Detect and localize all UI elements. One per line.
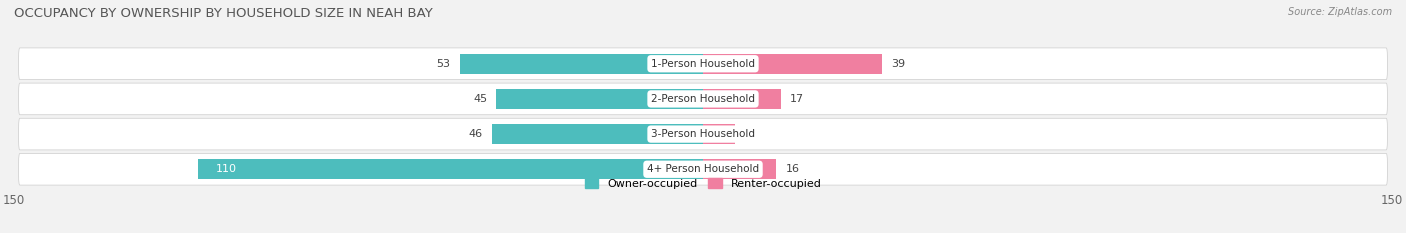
Text: 45: 45: [472, 94, 486, 104]
Text: 53: 53: [436, 59, 450, 69]
Bar: [492, 124, 703, 144]
Bar: [703, 54, 882, 74]
Text: 1-Person Household: 1-Person Household: [651, 59, 755, 69]
FancyBboxPatch shape: [18, 48, 1388, 80]
Text: 2-Person Household: 2-Person Household: [651, 94, 755, 104]
Bar: [703, 159, 776, 179]
Text: 3-Person Household: 3-Person Household: [651, 129, 755, 139]
Text: Source: ZipAtlas.com: Source: ZipAtlas.com: [1288, 7, 1392, 17]
Bar: [460, 54, 703, 74]
Bar: [703, 89, 782, 109]
Text: 39: 39: [891, 59, 905, 69]
Legend: Owner-occupied, Renter-occupied: Owner-occupied, Renter-occupied: [581, 173, 825, 193]
Text: 4+ Person Household: 4+ Person Household: [647, 164, 759, 174]
Bar: [198, 159, 703, 179]
Text: 17: 17: [790, 94, 804, 104]
Text: OCCUPANCY BY OWNERSHIP BY HOUSEHOLD SIZE IN NEAH BAY: OCCUPANCY BY OWNERSHIP BY HOUSEHOLD SIZE…: [14, 7, 433, 20]
FancyBboxPatch shape: [18, 83, 1388, 115]
FancyBboxPatch shape: [18, 118, 1388, 150]
Bar: [496, 89, 703, 109]
Text: 46: 46: [468, 129, 482, 139]
Text: 110: 110: [217, 164, 238, 174]
Text: 7: 7: [744, 129, 751, 139]
Bar: [703, 124, 735, 144]
Text: 16: 16: [786, 164, 800, 174]
FancyBboxPatch shape: [18, 153, 1388, 185]
